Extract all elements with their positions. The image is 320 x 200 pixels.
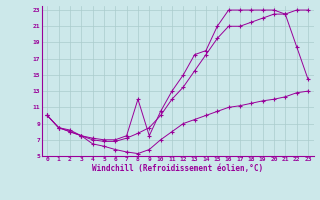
X-axis label: Windchill (Refroidissement éolien,°C): Windchill (Refroidissement éolien,°C) bbox=[92, 164, 263, 173]
